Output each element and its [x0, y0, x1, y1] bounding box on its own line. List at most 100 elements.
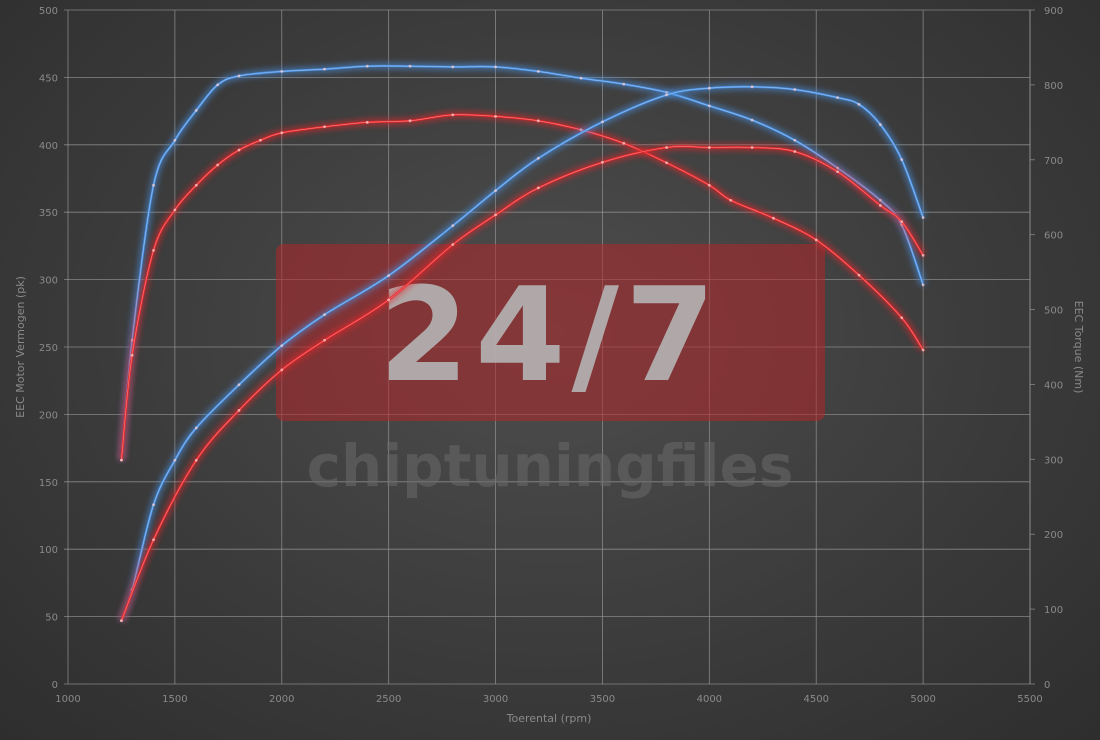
- series-highlight: [121, 146, 924, 621]
- series-red-power: [118, 142, 927, 623]
- data-point: [814, 238, 818, 242]
- data-point: [836, 96, 839, 100]
- y-left-tick-label: 400: [39, 141, 58, 152]
- y-axis-right-label: EEC Torque (Nm): [1072, 301, 1085, 394]
- data-point: [365, 120, 369, 124]
- data-point: [900, 316, 904, 320]
- watermark-box: [276, 244, 825, 421]
- y-right-tick-label: 900: [1044, 6, 1063, 17]
- data-point: [921, 348, 925, 352]
- x-tick-label: 3500: [590, 694, 615, 705]
- series-highlight: [121, 86, 924, 621]
- data-point: [173, 138, 177, 142]
- data-point: [130, 353, 134, 357]
- data-point: [707, 86, 711, 90]
- x-tick-label: 2500: [376, 694, 401, 705]
- data-point: [878, 204, 882, 207]
- data-point: [173, 208, 177, 212]
- series-line: [120, 85, 925, 622]
- y-right-tick-label: 600: [1044, 231, 1063, 242]
- data-point: [579, 76, 583, 80]
- data-point: [494, 114, 497, 118]
- y-right-tick-label: 800: [1044, 81, 1063, 92]
- y-right-tick-label: 700: [1044, 156, 1063, 167]
- x-axis-label: Toerental (rpm): [506, 712, 592, 725]
- x-tick-label: 3000: [483, 694, 508, 705]
- data-point: [280, 70, 284, 73]
- data-point: [237, 148, 241, 152]
- watermark-small: chiptuningfiles: [307, 432, 794, 500]
- data-point: [194, 108, 198, 112]
- data-point: [921, 216, 925, 219]
- data-point: [387, 274, 391, 277]
- y-right-tick-label: 400: [1044, 380, 1063, 391]
- data-point: [536, 119, 540, 123]
- data-point: [793, 88, 797, 91]
- data-point: [237, 408, 241, 412]
- data-point: [152, 183, 155, 187]
- data-point: [451, 243, 455, 246]
- y-left-tick-label: 350: [39, 208, 58, 219]
- data-point: [494, 65, 497, 69]
- data-point: [707, 146, 711, 149]
- watermark-big: 24/7: [379, 259, 722, 411]
- data-point: [857, 102, 861, 106]
- series-line: [120, 145, 925, 622]
- y-left-tick-label: 300: [39, 276, 58, 287]
- y-right-tick-label: 500: [1044, 306, 1063, 317]
- data-point: [451, 65, 455, 69]
- data-point: [665, 146, 668, 149]
- data-point: [707, 104, 711, 108]
- data-point: [323, 338, 326, 342]
- data-point: [237, 74, 241, 78]
- data-point: [622, 141, 626, 145]
- data-point: [408, 64, 412, 68]
- y-left-tick-label: 100: [39, 545, 58, 556]
- x-tick-label: 5000: [910, 694, 935, 705]
- y-right-tick-label: 200: [1044, 530, 1063, 541]
- data-point: [259, 138, 262, 142]
- data-point: [536, 70, 540, 73]
- data-point: [793, 138, 797, 142]
- data-point: [750, 118, 754, 122]
- data-point: [194, 426, 198, 430]
- data-point: [280, 344, 284, 348]
- data-point: [173, 458, 177, 462]
- x-tick-label: 1000: [55, 694, 80, 705]
- y-left-tick-label: 50: [45, 613, 58, 624]
- data-point: [280, 368, 284, 372]
- data-point: [120, 458, 123, 462]
- data-point: [622, 82, 626, 86]
- data-point: [921, 283, 925, 287]
- data-point: [900, 220, 904, 224]
- data-point: [387, 298, 391, 302]
- series-blue-power: [118, 83, 927, 623]
- data-point: [665, 161, 668, 165]
- data-point: [451, 224, 455, 228]
- y-left-tick-label: 250: [39, 343, 58, 354]
- data-point: [120, 619, 123, 623]
- data-point: [665, 93, 668, 97]
- data-point: [194, 183, 198, 187]
- data-point: [750, 85, 754, 89]
- y-left-tick-label: 0: [52, 680, 58, 691]
- x-tick-label: 1500: [162, 694, 187, 705]
- data-point: [152, 248, 155, 252]
- data-point: [152, 503, 155, 507]
- data-point: [601, 120, 604, 124]
- data-point: [878, 123, 882, 126]
- data-point: [494, 213, 497, 217]
- data-point: [536, 186, 540, 190]
- data-point: [323, 125, 326, 129]
- data-point: [494, 189, 497, 193]
- data-point: [836, 170, 839, 174]
- data-point: [921, 253, 925, 257]
- data-point: [216, 83, 220, 87]
- y-right-tick-label: 0: [1044, 680, 1050, 691]
- data-point: [750, 146, 754, 149]
- data-point: [900, 158, 904, 162]
- data-point: [365, 64, 369, 68]
- x-tick-label: 4500: [803, 694, 828, 705]
- y-right-tick-label: 100: [1044, 605, 1063, 616]
